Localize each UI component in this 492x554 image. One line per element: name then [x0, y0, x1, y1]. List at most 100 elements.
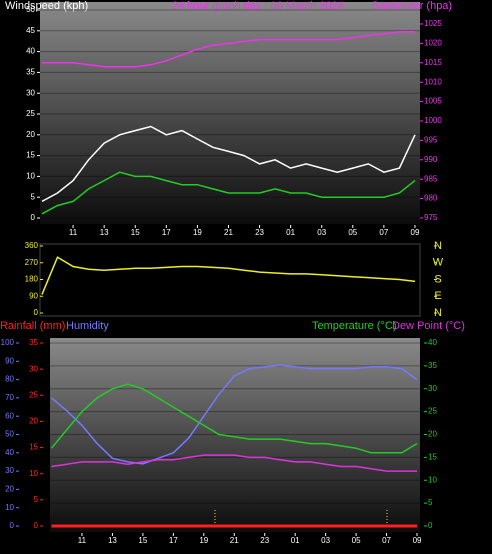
x-tick-label: 05 [352, 536, 361, 545]
title: 24 hour graph day : 06 March 2024 [172, 0, 344, 12]
tick-label: 10 [26, 172, 35, 181]
x-tick-label: 01 [291, 536, 300, 545]
y-label: Windspeed (kph) [5, 0, 88, 12]
tick-label: 30 [26, 88, 35, 97]
series-line [51, 454, 417, 472]
series-line [50, 383, 418, 454]
tick-label: 60 [5, 411, 14, 420]
tick-label: 5 [428, 498, 433, 507]
tick-label: 0 [34, 521, 39, 530]
x-tick-label: 21 [224, 228, 233, 237]
tick-label: 20 [428, 430, 437, 439]
x-tick-label: 15 [138, 536, 147, 545]
legend: Humidity [66, 320, 109, 332]
tick-label: 1000 [424, 116, 442, 125]
tick-label: 985 [424, 174, 438, 183]
tick-label: 20 [5, 485, 14, 494]
tick-label: 40 [26, 47, 35, 56]
x-tick-label: 09 [413, 536, 422, 545]
tick-label: 1025 [424, 19, 442, 28]
tick-label: N [434, 307, 442, 319]
tick-label: 180 [25, 275, 39, 284]
x-tick-label: 09 [411, 228, 420, 237]
x-tick-label: 07 [382, 536, 391, 545]
tick-label: S [434, 273, 441, 285]
plot-bg [40, 2, 420, 224]
tick-label: 25 [26, 109, 35, 118]
x-tick-label: 11 [78, 536, 87, 545]
tick-label: 975 [424, 213, 438, 222]
x-tick-label: 17 [169, 536, 178, 545]
x-tick-label: 05 [348, 228, 357, 237]
tick-label: 15 [29, 443, 38, 452]
x-tick-label: 21 [230, 536, 239, 545]
tick-label: 50 [5, 430, 14, 439]
x-tick-label: 23 [255, 228, 264, 237]
series-line [41, 256, 416, 295]
x-tick-label: 13 [100, 228, 109, 237]
tick-label: 10 [428, 475, 437, 484]
x-tick-label: 23 [260, 536, 269, 545]
x-tick-label: 03 [321, 536, 330, 545]
tick-label: 990 [424, 155, 438, 164]
tick-label: 15 [428, 452, 437, 461]
tick-label: 45 [26, 26, 35, 35]
y2-label: Barometer (hpa) [372, 0, 452, 12]
tick-label: N [434, 240, 442, 252]
x-tick-label: 11 [69, 228, 78, 237]
tick-label: 995 [424, 135, 438, 144]
tick-label: E [434, 290, 441, 302]
tick-label: 5 [31, 192, 36, 201]
tick-label: 15 [26, 151, 35, 160]
tick-label: 10 [29, 469, 38, 478]
series-line [51, 364, 418, 465]
tick-label: 10 [5, 503, 14, 512]
tick-label: 980 [424, 194, 438, 203]
x-tick-label: 19 [193, 228, 202, 237]
tick-label: 30 [428, 384, 437, 393]
tick-label: 0 [428, 521, 433, 530]
tick-label: 40 [428, 338, 437, 347]
series-line [41, 171, 416, 215]
tick-label: 40 [5, 448, 14, 457]
tick-label: 25 [29, 390, 38, 399]
tick-label: 1010 [424, 77, 442, 86]
x-tick-label: 17 [162, 228, 171, 237]
tick-label: 30 [29, 364, 38, 373]
tick-label: 90 [5, 356, 14, 365]
tick-label: 35 [26, 68, 35, 77]
tick-label: 20 [29, 417, 38, 426]
series-line [41, 125, 416, 203]
tick-label: 0 [34, 308, 39, 317]
x-tick-label: 07 [379, 228, 388, 237]
legend: Rainfall (mm) [0, 320, 65, 332]
tick-label: 70 [5, 393, 14, 402]
x-tick-label: 19 [199, 536, 208, 545]
x-tick-label: 01 [286, 228, 295, 237]
tick-label: 1005 [424, 97, 442, 106]
legend: Dew Point (°C) [392, 320, 465, 332]
tick-label: 360 [25, 241, 39, 250]
legend: Temperature (°C) [312, 320, 396, 332]
tick-label: 1015 [424, 58, 442, 67]
tick-label: 35 [29, 338, 38, 347]
tick-label: 1020 [424, 38, 442, 47]
tick-label: W [433, 257, 444, 269]
tick-label: 0 [10, 521, 15, 530]
tick-label: 20 [26, 130, 35, 139]
tick-label: 35 [428, 361, 437, 370]
tick-label: 50 [26, 5, 35, 14]
tick-label: 0 [31, 213, 36, 222]
plot-bg [39, 243, 421, 317]
tick-label: 30 [5, 466, 14, 475]
series-line [42, 30, 415, 68]
tick-label: 80 [5, 375, 14, 384]
tick-label: 5 [34, 495, 39, 504]
plot-bg [50, 338, 420, 532]
tick-label: 90 [29, 291, 38, 300]
tick-label: 100 [1, 338, 15, 347]
tick-label: 25 [428, 407, 437, 416]
x-tick-label: 03 [317, 228, 326, 237]
